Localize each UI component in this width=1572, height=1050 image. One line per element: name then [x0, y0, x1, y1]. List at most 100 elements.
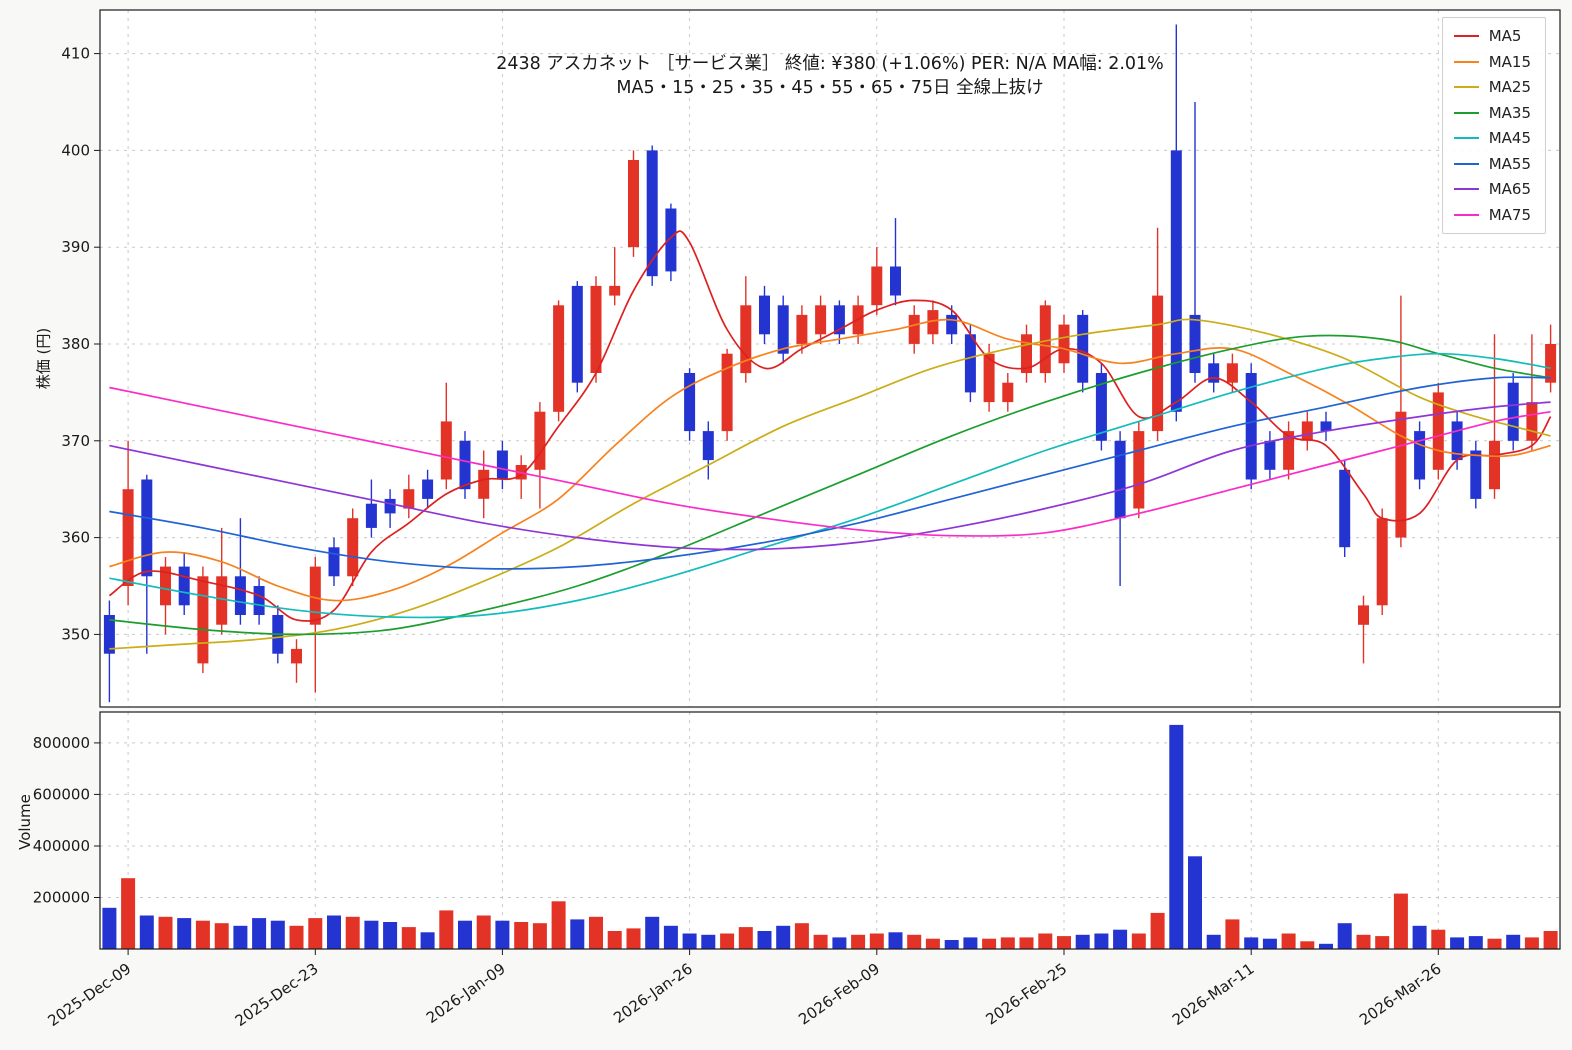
- legend-line-swatch: [1453, 60, 1479, 63]
- volume-bar: [214, 923, 229, 949]
- candle-body: [291, 648, 302, 664]
- candle-body: [328, 547, 340, 577]
- volume-bar: [1188, 856, 1202, 949]
- candle-body: [1152, 295, 1164, 432]
- ma-lines: [108, 230, 1552, 650]
- volume-bar: [1075, 934, 1090, 949]
- candle-body: [1021, 334, 1032, 373]
- price-tick-label: 380: [61, 335, 90, 353]
- volume-bar: [794, 923, 809, 949]
- candle-body: [927, 310, 939, 335]
- volume-bar: [720, 933, 735, 949]
- volume-bar: [944, 940, 959, 949]
- legend-label: MA25: [1488, 78, 1531, 96]
- volume-bar: [177, 918, 192, 949]
- price-tick-label: 350: [61, 625, 90, 643]
- volume-bar: [1094, 933, 1109, 949]
- legend-label: MA65: [1488, 180, 1531, 198]
- x-tick-label: 2025-Dec-09: [45, 960, 135, 1030]
- candle-body: [1470, 450, 1482, 499]
- candle-body: [571, 285, 583, 383]
- volume-bar: [121, 878, 136, 949]
- volume-bar: [738, 927, 753, 949]
- ma-line-MA65: [109, 401, 1551, 551]
- candle-body: [197, 576, 209, 664]
- volume-bar: [1468, 936, 1483, 949]
- volume-bar: [289, 925, 304, 949]
- candle-body: [553, 305, 565, 412]
- volume-tick-label: 200000: [33, 889, 90, 907]
- volume-bar: [1225, 919, 1240, 949]
- volume-bar: [888, 932, 903, 949]
- candle-body: [347, 518, 359, 577]
- candle-body: [459, 440, 471, 490]
- candle-body: [721, 353, 733, 432]
- volume-bar: [1450, 937, 1465, 949]
- volume-bar: [1113, 929, 1128, 949]
- volume-bar: [682, 933, 697, 949]
- candle-body: [1264, 440, 1276, 470]
- candle-body: [309, 566, 321, 625]
- candle-body: [1320, 421, 1332, 432]
- candle-body: [178, 566, 190, 606]
- volume-bar: [233, 925, 248, 949]
- volume-bar: [1131, 933, 1146, 949]
- volume-bar: [551, 901, 566, 949]
- x-tick-label: 2026-Jan-09: [423, 960, 509, 1028]
- candle-body: [1170, 150, 1182, 412]
- candle-body: [1489, 440, 1500, 490]
- candle-body: [796, 314, 808, 344]
- volume-bar: [139, 915, 154, 949]
- volume-bar: [663, 925, 678, 949]
- candle-body: [365, 503, 377, 528]
- x-tick-label: 2026-Mar-11: [1169, 960, 1258, 1029]
- volume-bar: [813, 934, 828, 949]
- volume-bar: [1281, 933, 1296, 949]
- volume-bar: [308, 918, 323, 949]
- volume-bar: [570, 919, 585, 949]
- candle-body: [1283, 431, 1295, 470]
- x-tick-label: 2026-Mar-26: [1356, 960, 1445, 1029]
- candle-body: [1545, 344, 1557, 383]
- price-tick-label: 360: [61, 529, 90, 547]
- candle-body: [1002, 382, 1014, 403]
- candle-body: [590, 285, 602, 373]
- price-tick-label: 400: [61, 141, 90, 159]
- volume-tick-label: 800000: [33, 734, 90, 752]
- volume-tick-label: 400000: [33, 837, 90, 855]
- candle-body: [384, 498, 396, 514]
- x-tick-label: 2026-Jan-26: [610, 960, 696, 1028]
- candle-body: [1526, 402, 1538, 441]
- candle-body: [1395, 411, 1407, 538]
- volume-bar: [1300, 941, 1315, 949]
- volume-bar: [532, 923, 547, 949]
- legend-label: MA45: [1488, 129, 1531, 147]
- candle-body: [1095, 373, 1107, 441]
- legend-item-MA15: MA15: [1453, 53, 1531, 71]
- volume-panel-bg: [100, 712, 1560, 949]
- candle-body: [646, 150, 658, 277]
- volume-bar: [982, 938, 997, 949]
- candle-body: [1301, 421, 1313, 441]
- candle-body: [908, 314, 920, 344]
- candle-body: [1414, 431, 1426, 480]
- candle-body: [890, 266, 901, 296]
- candle-body: [609, 285, 621, 296]
- price-tick-label: 390: [61, 238, 90, 256]
- volume-bar: [439, 910, 454, 949]
- volume-bar: [1375, 936, 1390, 949]
- volume-bar: [1506, 934, 1521, 949]
- volume-bar: [1393, 893, 1408, 949]
- candle-body: [665, 208, 677, 272]
- ma-legend: MA5 MA15 MA25 MA35 MA45 MA55 MA65 MA75: [1441, 17, 1546, 234]
- volume-bar: [420, 932, 435, 949]
- price-panel-bg: [100, 10, 1560, 707]
- candle-body: [702, 431, 714, 461]
- volume-bar: [589, 916, 603, 949]
- candle-body: [440, 421, 452, 480]
- candle-body: [141, 479, 153, 577]
- volume-bar: [869, 933, 884, 949]
- volume-bar: [907, 934, 922, 949]
- candle-body: [1507, 382, 1519, 441]
